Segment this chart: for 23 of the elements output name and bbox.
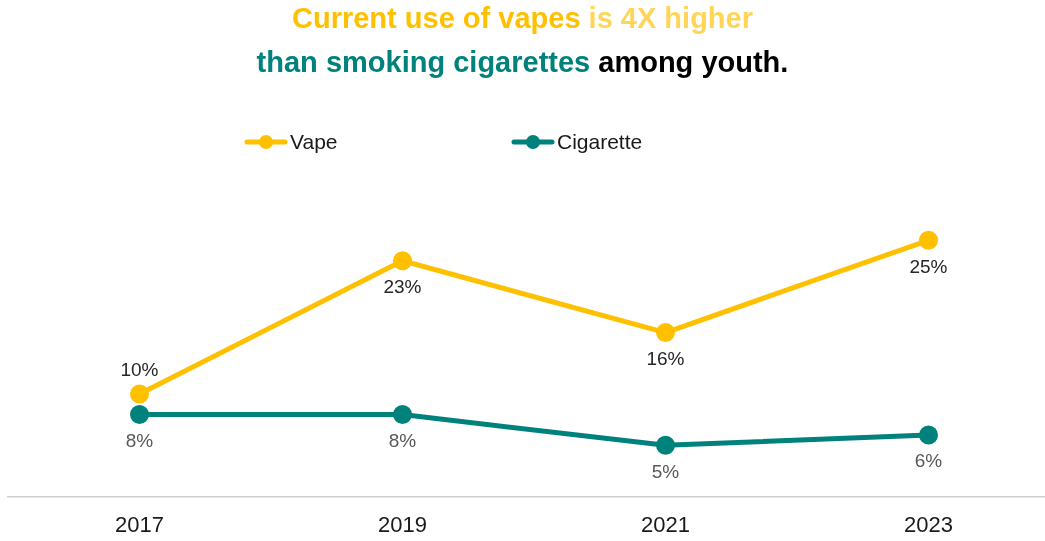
x-tick-label: 2021 [641,511,690,537]
data-label: 25% [909,255,948,277]
legend-label: Cigarette [557,129,643,153]
point [393,251,412,271]
data-label: 10% [120,359,159,381]
chart-title: Current use of vapes is 4X higher than smoking cigarettes among youth. [256,2,789,78]
x-tick-label: 2019 [378,511,427,537]
legend-label: Vape [290,129,338,153]
point [919,425,938,445]
data-label: 8% [125,429,154,451]
data-label: 23% [383,276,422,298]
data-label: 5% [651,460,680,482]
x-tick-label: 2017 [115,511,164,537]
data-label: 6% [914,450,943,472]
x-tick-label: 2023 [904,511,953,537]
data-label: 8% [388,429,417,451]
point [656,323,675,343]
point [919,230,938,250]
point [656,435,675,455]
point [393,405,412,425]
point [130,384,149,404]
data-label: 16% [646,347,685,369]
point [130,405,149,425]
